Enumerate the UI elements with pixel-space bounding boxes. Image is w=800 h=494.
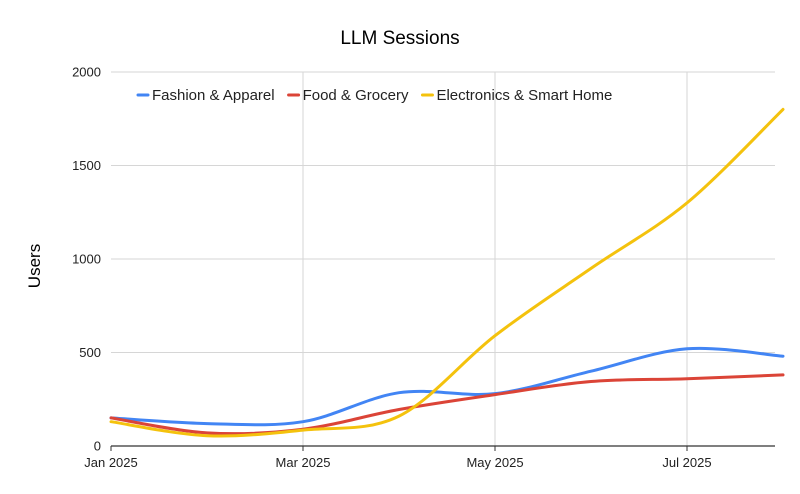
series-line-3 [109, 107, 785, 438]
legend-label: Electronics & Smart Home [436, 87, 612, 104]
x-tick-label: Jan 2025 [84, 455, 138, 470]
gridlines [111, 71, 775, 446]
y-tick-label: 1000 [72, 252, 101, 267]
y-tick-label: 500 [79, 345, 101, 360]
legend-label: Food & Grocery [303, 87, 409, 104]
series-lines [109, 107, 785, 438]
legend-item-1: Fashion & Apparel [136, 87, 275, 104]
legend-item-3: Electronics & Smart Home [420, 87, 612, 104]
y-axis-ticks: 0 500 1000 1500 2000 [72, 65, 101, 454]
x-tick-label: Jul 2025 [662, 455, 711, 470]
x-tick-label: May 2025 [466, 455, 523, 470]
legend-label: Fashion & Apparel [152, 87, 275, 104]
y-tick-label: 1500 [72, 158, 101, 173]
x-axis-ticks: Jan 2025 Mar 2025 May 2025 Jul 2025 [84, 446, 712, 470]
series-line-2 [109, 373, 785, 436]
y-tick-label: 2000 [72, 65, 101, 80]
chart-title: LLM Sessions [340, 28, 459, 49]
legend: Fashion & Apparel Food & Grocery Electroni… [136, 87, 612, 104]
y-tick-label: 0 [94, 439, 101, 454]
legend-item-2: Food & Grocery [287, 87, 409, 104]
y-axis-label: Users [25, 244, 44, 288]
series-line-1 [109, 346, 785, 427]
x-tick-label: Mar 2025 [276, 455, 331, 470]
